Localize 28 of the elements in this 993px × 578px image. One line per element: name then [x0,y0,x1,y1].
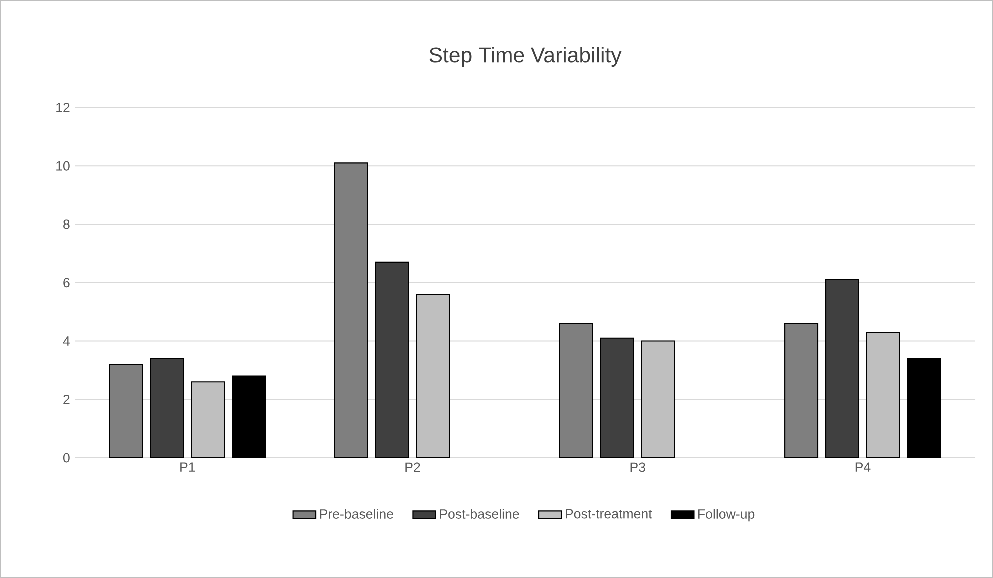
y-tick-label: 0 [64,453,70,463]
y-tick-label: 8 [64,220,70,230]
legend-label: Post-treatment [566,509,652,519]
legend-label: Post-baseline [440,508,520,519]
bar [375,262,410,458]
legend-label: Follow-up [698,508,755,522]
y-tick-label: 10 [56,161,70,171]
x-tick-label: P4 [856,462,871,472]
bar [191,381,226,458]
bar [825,279,860,458]
bar [641,340,676,458]
y-tick-label: 12 [56,102,70,112]
bar [866,332,900,458]
bar [416,294,450,458]
y-tick-label: 4 [63,336,70,346]
x-tick-label: P1 [180,462,196,472]
bar [600,338,634,458]
chart-title: Step Time Variability [430,46,622,67]
bar [150,358,184,458]
legend-label: Pre-baseline [320,508,394,519]
bar [109,364,144,458]
bar [784,323,819,458]
y-tick-label: 2 [64,394,70,404]
x-tick-label: P3 [630,462,646,472]
bar [334,162,368,458]
y-tick-label: 6 [64,278,70,288]
bar [559,323,594,458]
x-tick-label: P2 [406,462,420,472]
